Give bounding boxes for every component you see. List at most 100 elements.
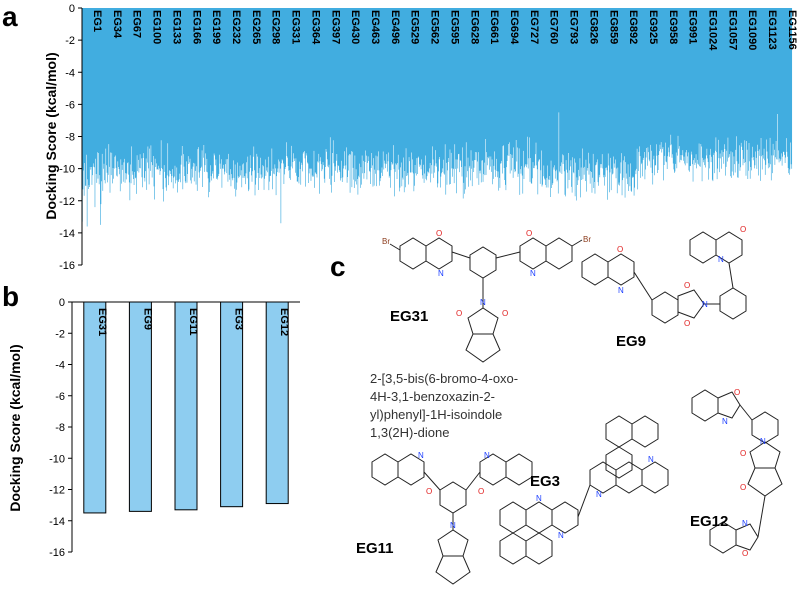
- x-tick-label-a: EG100: [151, 10, 163, 44]
- atom-o: O: [684, 319, 690, 328]
- y-tick-label-b: 0: [59, 297, 65, 309]
- atom-n: N: [742, 519, 748, 528]
- structure-eg3: N N N N EG3: [499, 415, 669, 565]
- atom-n: N: [418, 451, 424, 460]
- atom-o: O: [526, 229, 532, 238]
- bar-label-eg12: EG12: [278, 308, 290, 336]
- atom-n: N: [530, 269, 536, 278]
- atom-n: N: [558, 531, 564, 540]
- y-tick-label-b: -16: [49, 547, 65, 559]
- y-axis-label-a: Docking Score (kcal/mol): [43, 52, 59, 219]
- x-tick-label-a: EG793: [568, 10, 580, 44]
- x-tick-label-a: EG133: [170, 10, 182, 44]
- x-tick-label-a: EG331: [290, 10, 302, 44]
- bar-label-eg9: EG9: [141, 308, 153, 330]
- molecule-label-eg31: EG31: [390, 308, 428, 325]
- x-tick-label-a: EG859: [607, 10, 619, 44]
- x-tick-label-a: EG826: [587, 10, 599, 44]
- atom-n: N: [618, 286, 624, 295]
- y-tick-label-b: -10: [49, 453, 65, 465]
- atom-o: O: [436, 229, 442, 238]
- atom-o: O: [742, 549, 748, 558]
- y-axis-label-b: Docking Score (kcal/mol): [7, 344, 23, 511]
- x-tick-label-a: EG562: [429, 10, 441, 44]
- y-tick-label-b: -12: [49, 485, 65, 497]
- x-tick-label-a: EG430: [349, 10, 361, 44]
- atom-n: N: [536, 494, 542, 503]
- structure-eg11: N N O O N EG11: [356, 451, 533, 585]
- y-tick-label-b: -6: [55, 391, 65, 403]
- x-tick-label-a: EG364: [309, 10, 321, 45]
- x-tick-label-a: EG958: [667, 10, 679, 44]
- panel-label-b: b: [2, 281, 19, 312]
- x-tick-label-a: EG166: [190, 10, 202, 44]
- x-tick-label-a: EG1123: [766, 10, 778, 50]
- x-tick-label-a: EG463: [369, 10, 381, 44]
- y-tick-label-a: -6: [65, 99, 75, 111]
- x-tick-label-a: EG628: [468, 10, 480, 44]
- bar-label-eg11: EG11: [187, 308, 199, 336]
- atom-o: O: [740, 225, 746, 234]
- y-tick-label-a: -4: [65, 67, 75, 79]
- y-tick-label-a: -14: [59, 228, 75, 240]
- atom-n: N: [480, 298, 486, 307]
- y-tick-label-b: -2: [55, 328, 65, 340]
- x-tick-label-a: EG595: [448, 10, 460, 44]
- x-tick-label-a: EG232: [230, 10, 242, 44]
- structures-panel: Br Br O O N N N O O EG31 O N N O: [356, 225, 783, 585]
- bar-eg9: [128, 301, 152, 512]
- structure-eg12: O N N O O N O EG12: [690, 388, 783, 558]
- panel-label-a: a: [2, 1, 18, 32]
- x-tick-label-a: EG265: [250, 10, 262, 44]
- structure-eg9: O N N O O N O EG9: [581, 225, 747, 350]
- axis-b: 0 -2 -4 -6 -8 -10 -12 -14 -16: [49, 297, 300, 559]
- y-tick-label-a: 0: [69, 3, 75, 15]
- bars-b: EG31 EG9 EG11 EG3 EG12: [83, 301, 290, 514]
- atom-n: N: [722, 417, 728, 426]
- axis-a: 0 -2 -4 -6 -8 -10 -12 -14 -16: [59, 3, 83, 272]
- atom-n: N: [702, 300, 708, 309]
- y-tick-label-b: -4: [55, 360, 65, 372]
- compound-bars: [82, 8, 793, 227]
- x-tick-label-a: EG991: [687, 10, 699, 44]
- atom-o: O: [740, 483, 746, 492]
- chart-b: Docking Score (kcal/mol) 0 -2 -4 -6 -8 -10 -12…: [7, 297, 300, 559]
- bars-a: [82, 8, 793, 227]
- bar-eg31: [83, 301, 107, 514]
- x-tick-labels-a: EG1 EG34 EG67 EG100 EG133 EG166 EG199 EG232 EG26…: [91, 10, 798, 51]
- x-tick-label-a: EG34: [111, 10, 123, 39]
- x-tick-label-a: EG1090: [746, 10, 758, 50]
- bar-label-eg31: EG31: [96, 308, 108, 336]
- atom-br: Br: [382, 237, 390, 246]
- molecule-label-eg11: EG11: [356, 540, 394, 557]
- atom-br: Br: [583, 235, 591, 244]
- bar-eg12: [265, 301, 289, 505]
- atom-o: O: [456, 309, 462, 318]
- molecule-label-eg3: EG3: [530, 473, 560, 490]
- y-tick-label-a: -2: [65, 35, 75, 47]
- y-tick-label-b: -8: [55, 422, 65, 434]
- x-tick-label-a: EG892: [627, 10, 639, 44]
- atom-n: N: [450, 521, 456, 530]
- x-tick-label-a: EG1: [91, 10, 103, 32]
- x-tick-label-a: EG199: [210, 10, 222, 44]
- x-tick-label-a: EG496: [389, 10, 401, 44]
- atom-n: N: [438, 269, 444, 278]
- atom-o: O: [740, 449, 746, 458]
- molecule-label-eg9: EG9: [616, 333, 646, 350]
- y-tick-label-a: -12: [59, 196, 75, 208]
- y-tick-label-b: -14: [49, 516, 65, 528]
- atom-n: N: [648, 455, 654, 464]
- y-tick-label-a: -8: [65, 132, 75, 144]
- x-tick-label-a: EG1057: [726, 10, 738, 50]
- atom-o: O: [684, 281, 690, 290]
- atom-o: O: [734, 388, 740, 397]
- x-tick-label-a: EG1024: [707, 10, 719, 51]
- structure-eg31: Br Br O O N N N O O EG31: [382, 229, 591, 363]
- atom-o: O: [502, 309, 508, 318]
- x-tick-label-a: EG67: [131, 10, 143, 38]
- molecule-label-eg12: EG12: [690, 513, 728, 530]
- atom-o: O: [478, 487, 484, 496]
- x-tick-label-a: EG397: [329, 10, 341, 44]
